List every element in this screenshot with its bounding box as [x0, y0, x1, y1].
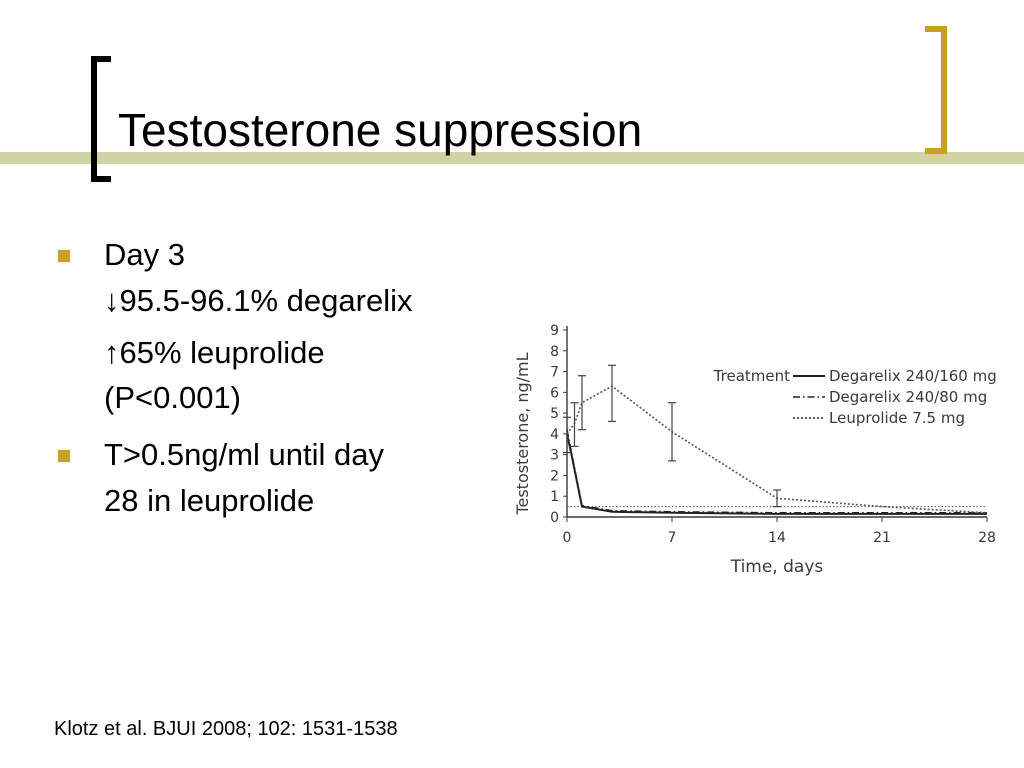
bullet-1-line-4: (P<0.001): [104, 380, 242, 415]
y-tick-label-7: 7: [550, 365, 559, 381]
bullet-1-line-1: Day 3: [104, 237, 185, 272]
bullet-1-line-2: ↓95.5-96.1% degarelix: [104, 283, 413, 318]
y-axis-label: Testosterone, ng/mL: [513, 352, 532, 515]
title-band: [0, 152, 1024, 164]
citation: Klotz et al. BJUI 2008; 102: 1531-1538: [54, 718, 398, 740]
y-tick-label-0: 0: [550, 510, 559, 526]
y-tick-label-8: 8: [550, 344, 559, 360]
legend-label-3: Leuprolide 7.5 mg: [829, 409, 965, 427]
y-tick-label-9: 9: [550, 323, 559, 339]
series-line-3: [566, 385, 988, 514]
legend-label-1: Degarelix 240/160 mg: [829, 367, 997, 385]
bullet-marker-2: [58, 450, 70, 462]
title-bracket-left: [91, 56, 111, 182]
slide-title: Testosterone suppression: [118, 104, 643, 156]
y-tick-label-4: 4: [550, 427, 559, 443]
legend-title: Treatment: [713, 367, 790, 385]
testosterone-chart: 0 1 2 3 4 5 6 7 8 9 0 7 14 21 28 Time, days Testosterone…: [513, 323, 997, 577]
y-tick-label-5: 5: [550, 406, 559, 422]
x-tick-label-28: 28: [978, 530, 996, 546]
bullet-2-line-1: T>0.5ng/ml until day: [104, 437, 385, 472]
y-tick-label-3: 3: [550, 448, 559, 464]
y-tick-label-1: 1: [550, 489, 559, 505]
x-axis-label: Time, days: [730, 557, 824, 577]
y-tick-label-2: 2: [550, 468, 559, 484]
x-tick-label-14: 14: [768, 530, 786, 546]
title-bracket-right: [925, 26, 947, 154]
series-line-2: [566, 429, 987, 514]
legend-label-2: Degarelix 240/80 mg: [829, 388, 987, 406]
x-tick-label-7: 7: [668, 530, 677, 546]
y-tick-label-6: 6: [550, 385, 559, 401]
x-tick-label-0: 0: [563, 530, 572, 546]
bullet-2-line-2: 28 in leuprolide: [104, 483, 315, 518]
bullet-1-line-3: ↑65% leuprolide: [104, 335, 325, 370]
x-tick-label-21: 21: [873, 530, 891, 546]
bullet-marker-1: [58, 250, 70, 262]
